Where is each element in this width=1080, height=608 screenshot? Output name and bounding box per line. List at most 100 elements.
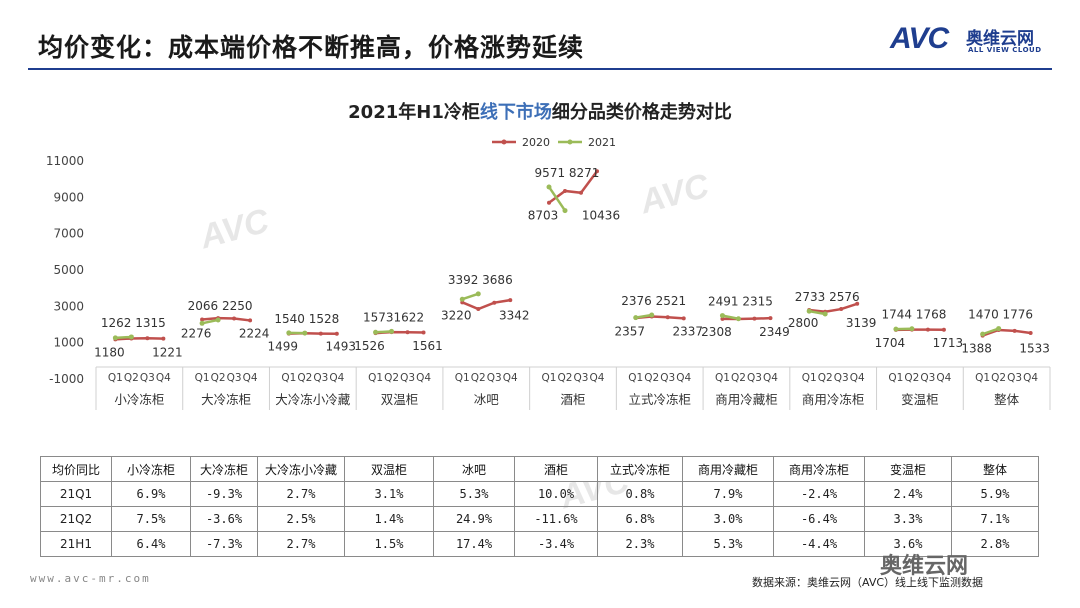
table-cell: 1.4% — [344, 506, 434, 532]
footer-url[interactable]: www.avc-mr.com — [30, 572, 151, 585]
category-label: 大冷冻小冷藏 — [275, 392, 351, 407]
quarter-label: Q1 — [368, 372, 383, 384]
quarter-label: Q3 — [487, 372, 502, 384]
table-header-cell: 双温柜 — [344, 456, 434, 482]
quarter-label: Q2 — [297, 372, 312, 384]
table-header-cell: 大冷冻柜 — [190, 456, 258, 482]
data-label-2020-q1: 8703 — [528, 209, 559, 223]
table-row-label: 21Q1 — [40, 481, 112, 507]
chart-title: 2021年H1冷柜线下市场细分品类价格走势对比 — [0, 98, 1080, 124]
series-2020-point — [476, 307, 481, 312]
table-cell: 0.8% — [597, 481, 683, 507]
category-label: 商用冷藏柜 — [715, 392, 778, 407]
series-2021-point — [806, 308, 812, 314]
table-header-cell: 商用冷藏柜 — [682, 456, 774, 482]
series-2020-point — [579, 190, 583, 195]
table-cell: -7.3% — [190, 531, 258, 557]
series-2021-point — [822, 311, 828, 317]
quarter-label: Q1 — [108, 372, 123, 384]
table-cell: 7.5% — [111, 506, 191, 532]
quarter-label: Q3 — [574, 372, 589, 384]
data-label-2020-q1: 1180 — [94, 345, 125, 359]
quarter-label: Q3 — [140, 372, 155, 384]
data-source: 数据来源：奥维云网（AVC）线上线下监测数据 — [752, 576, 984, 589]
series-2021-line — [635, 313, 652, 319]
series-2021-line — [201, 318, 219, 325]
chart-title-post: 细分品类价格走势对比 — [551, 102, 732, 123]
series-2021-point — [562, 208, 568, 214]
data-label-2020-q1: 1388 — [961, 342, 992, 356]
series-2020-line — [461, 298, 511, 311]
series-2020-point — [145, 336, 150, 341]
series-2020-point — [1028, 330, 1033, 335]
quarter-label: Q1 — [455, 372, 470, 384]
series-2020-point — [492, 300, 497, 305]
logo-name: 奥维云网 — [966, 29, 1034, 49]
quarter-label: Q4 — [329, 372, 344, 384]
legend-2020-marker — [501, 139, 507, 145]
table-cell: 2.7% — [257, 531, 345, 557]
table-cell: 6.9% — [111, 481, 191, 507]
yoy-table: 均价同比 小冷冻柜 大冷冻柜 大冷冻小冷藏 双温柜 冰吧 酒柜 立式冷冻柜 商用冷藏柜 商用冷冻柜… — [40, 456, 1039, 557]
series-2021-point — [633, 315, 639, 321]
table-cell: 5.3% — [682, 531, 774, 557]
table-cell: 6.4% — [111, 531, 191, 557]
series-2020-point — [547, 200, 551, 205]
data-label-2020-q4: 1533 — [1019, 342, 1050, 356]
avc-logo: AVC 奥维云网 ALL VIEW CLOUD — [890, 20, 1060, 66]
series-2020-point — [855, 301, 860, 306]
quarter-label: Q4 — [936, 372, 951, 384]
quarter-label: Q1 — [542, 372, 557, 384]
table-header-cell: 商用冷冻柜 — [773, 456, 865, 482]
table-header-cell: 酒柜 — [514, 456, 598, 482]
table-cell: 7.9% — [682, 481, 774, 507]
series-2020-point — [768, 316, 773, 321]
series-2020-point — [508, 298, 513, 303]
quarter-label: Q4 — [676, 372, 691, 384]
data-label-2020-q4: 1713 — [933, 336, 964, 350]
series-2021-line — [722, 314, 739, 321]
table-cell: -11.6% — [514, 506, 598, 532]
series-2021-point — [546, 184, 552, 190]
quarter-label: Q4 — [416, 372, 431, 384]
table-cell: 2.7% — [257, 481, 345, 507]
table-cell: -4.4% — [773, 531, 865, 557]
quarter-label: Q4 — [1023, 372, 1038, 384]
quarter-label: Q4 — [503, 372, 518, 384]
series-2021-point — [719, 313, 725, 319]
category-label: 小冷冻柜 — [114, 392, 164, 407]
table-cell: 24.9% — [433, 506, 515, 532]
table-cell: 1.5% — [344, 531, 434, 557]
series-2020-point — [318, 331, 323, 336]
quarter-label: Q2 — [644, 372, 659, 384]
data-label-2020-q4: 2349 — [759, 325, 790, 339]
category-label: 商用冷冻柜 — [802, 392, 865, 407]
series-2021-line — [808, 309, 826, 316]
quarter-label: Q1 — [715, 372, 730, 384]
series-2021-point — [735, 316, 741, 322]
table-cell: 3.0% — [682, 506, 774, 532]
table-cell: 5.3% — [433, 481, 515, 507]
series-2020-point — [232, 316, 237, 321]
series-2021-point — [128, 334, 134, 340]
series-2020-point — [1012, 328, 1017, 333]
table-header-cell: 整体 — [951, 456, 1039, 482]
series-2021-line — [375, 330, 392, 334]
table-header-cell: 立式冷冻柜 — [597, 456, 683, 482]
quarter-label: Q2 — [731, 372, 746, 384]
table-row: 21Q1 6.9% -9.3% 2.7% 3.1% 5.3% 10.0% 0.8% 7.9% -2… — [40, 481, 1039, 507]
quarter-label: Q1 — [802, 372, 817, 384]
table-header-cell: 小冷冻柜 — [111, 456, 191, 482]
table-cell: 6.8% — [597, 506, 683, 532]
series-2020-point — [941, 327, 946, 332]
data-label-2020-q1: 1704 — [875, 336, 906, 350]
data-label-2021: 1744 1768 — [881, 308, 946, 322]
legend-2020-label: 2020 — [522, 136, 550, 149]
series-2021-point — [909, 326, 915, 332]
category-label: 整体 — [994, 392, 1020, 407]
data-label-2020-q1: 1526 — [354, 339, 385, 353]
quarter-label: Q4 — [156, 372, 171, 384]
data-label-2021: 9571 8271 — [535, 166, 600, 180]
category-label: 酒柜 — [560, 392, 585, 407]
table-cell: 7.1% — [951, 506, 1039, 532]
